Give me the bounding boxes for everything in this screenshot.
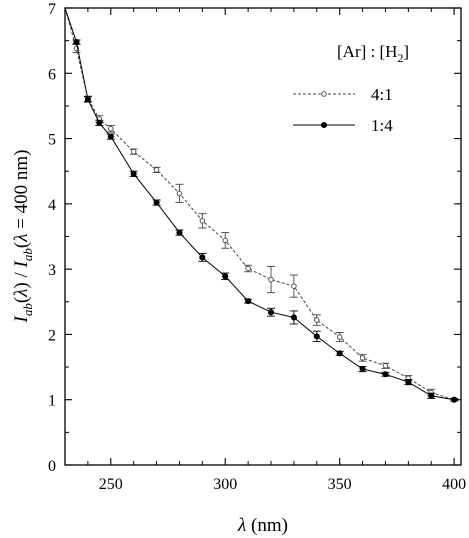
y-tick-label: 3 — [48, 262, 56, 279]
series-1 — [65, 8, 459, 403]
x-tick-label: 300 — [213, 476, 237, 493]
data-point — [130, 148, 137, 155]
data-point — [291, 283, 297, 289]
x-tick-label: 250 — [99, 476, 123, 493]
data-point — [382, 371, 389, 378]
y-tick-label: 1 — [48, 393, 56, 410]
data-point — [84, 96, 91, 103]
data-point — [314, 317, 320, 323]
series-line — [65, 8, 455, 401]
y-tick-label: 0 — [48, 458, 56, 475]
data-point — [267, 309, 275, 316]
y-tick-label: 5 — [48, 132, 56, 149]
axis-ticks: 250 300 350 400 0 1 2 3 4 5 6 7 — [48, 1, 466, 493]
data-point — [359, 355, 366, 361]
legend-marker — [321, 91, 327, 97]
y-tick-label: 7 — [48, 1, 56, 18]
data-point — [153, 199, 160, 206]
data-point — [245, 265, 251, 272]
y-tick-label: 2 — [48, 327, 56, 344]
legend-label: 4:1 — [371, 85, 393, 104]
legend: [Ar] : [H2] 4:1 1:4 — [293, 42, 409, 135]
data-point — [130, 170, 137, 177]
data-point — [382, 363, 389, 369]
data-point — [245, 298, 252, 305]
y-tick-label: 4 — [48, 197, 56, 214]
series-line — [65, 8, 455, 401]
y-axis-label: Iab(λ) / Iab(λ = 400 nm) — [11, 150, 35, 324]
data-point — [222, 273, 229, 280]
legend-title: [Ar] : [H2] — [337, 42, 409, 65]
data-point — [290, 314, 297, 321]
data-point — [428, 392, 435, 399]
data-point — [107, 133, 114, 140]
data-point — [222, 237, 228, 244]
data-point — [96, 119, 103, 126]
data-point — [108, 126, 114, 132]
x-tick-label: 350 — [328, 476, 352, 493]
data-point — [176, 229, 183, 236]
data-point — [359, 365, 366, 373]
legend-entries: 4:1 1:4 — [293, 85, 393, 135]
series-layer — [65, 8, 459, 403]
legend-label: 1:4 — [371, 116, 393, 135]
series-2 — [65, 8, 459, 403]
data-point — [405, 379, 412, 386]
data-point — [153, 167, 160, 173]
data-point — [451, 396, 458, 403]
data-point — [199, 254, 206, 261]
legend-marker — [320, 121, 328, 129]
data-point — [268, 276, 274, 283]
data-point — [176, 190, 183, 197]
y-tick-label: 6 — [48, 66, 56, 83]
data-point — [336, 350, 343, 357]
data-point — [336, 334, 343, 340]
x-tick-label: 400 — [442, 476, 466, 493]
data-point — [313, 333, 320, 340]
data-point — [199, 218, 206, 224]
plot-frame — [64, 7, 462, 466]
x-axis-label: λ (nm) — [237, 515, 288, 536]
data-point — [73, 38, 80, 45]
